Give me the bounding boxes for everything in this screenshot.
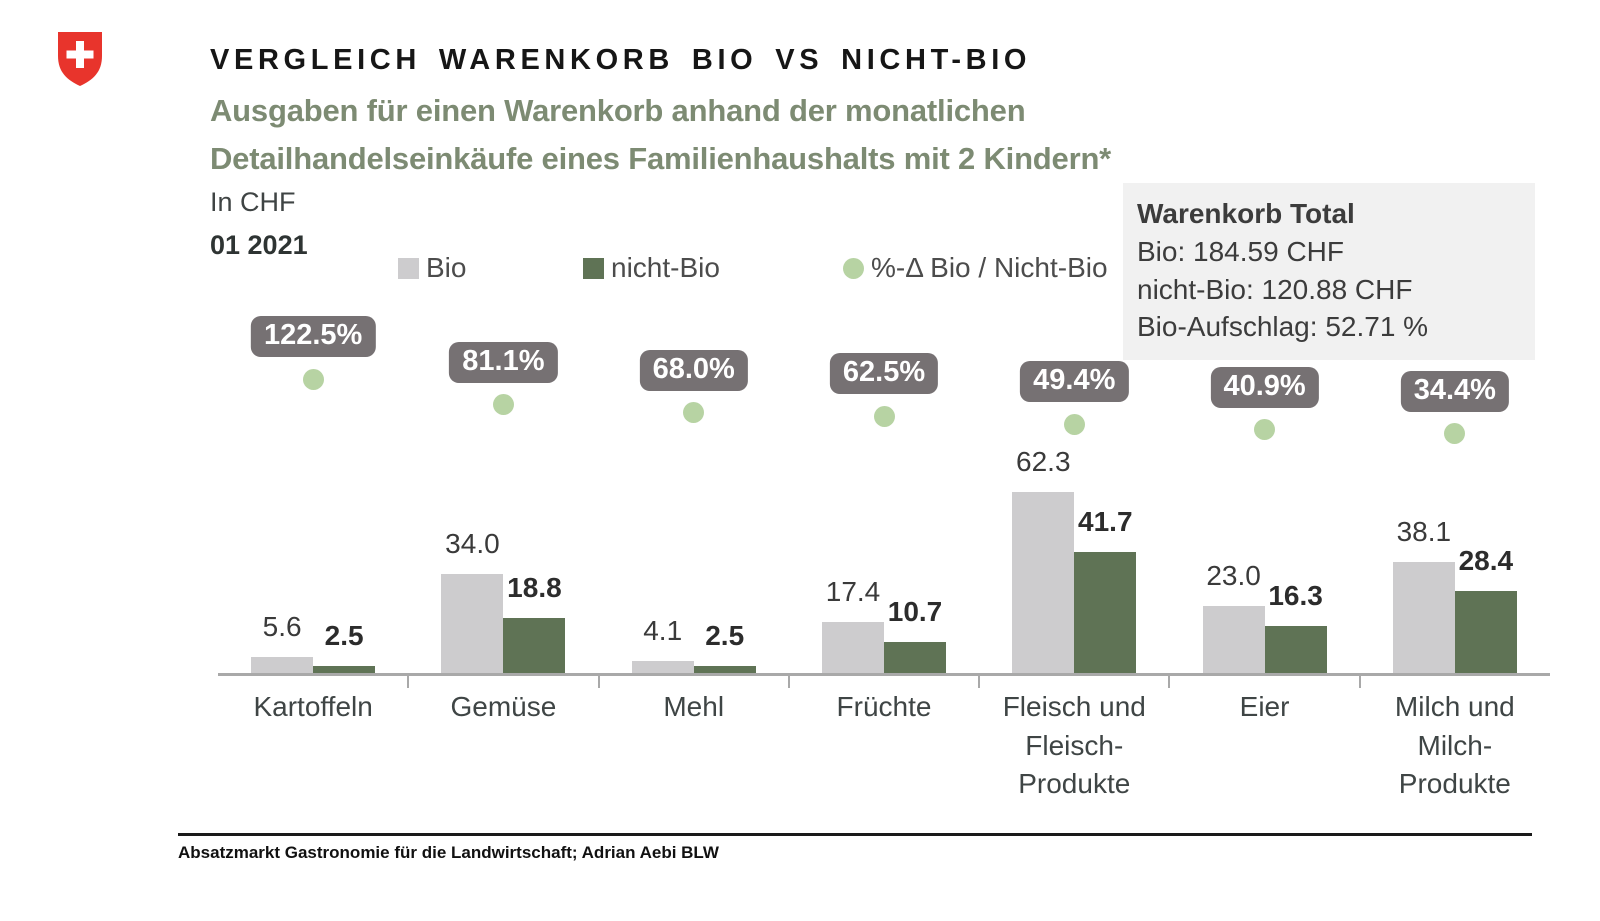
legend-nicht-bio-label: nicht-Bio xyxy=(611,252,720,283)
nicht-bio-bar xyxy=(503,618,566,673)
header: VERGLEICH WARENKORB BIO VS NICHT-BIO Aus… xyxy=(210,44,1310,261)
category-label: Kartoffeln xyxy=(253,691,373,722)
legend-item-nicht-bio: nicht-Bio xyxy=(583,252,720,284)
bio-swatch-icon xyxy=(398,257,419,279)
legend-bio-label: Bio xyxy=(426,252,467,283)
nicht-bio-value-label: 10.7 xyxy=(887,595,943,627)
nicht-bio-swatch-icon xyxy=(583,257,604,279)
bio-value-label: 38.1 xyxy=(1396,516,1452,548)
bio-value-label: 5.6 xyxy=(262,610,302,642)
axis-tick xyxy=(597,673,600,688)
category-label: Eier xyxy=(1239,691,1290,722)
subtitle-line-1: Ausgaben für einen Warenkorb anhand der … xyxy=(210,93,1026,128)
nicht-bio-value-label: 18.8 xyxy=(507,572,562,604)
legend-delta-label: %-Δ Bio / Nicht-Bio xyxy=(871,252,1108,283)
nicht-bio-bar xyxy=(313,665,376,673)
delta-percent-badge: 68.0% xyxy=(639,349,748,391)
unit-label: In CHF xyxy=(210,187,296,218)
category-label: Mehl xyxy=(663,691,725,722)
nicht-bio-bar xyxy=(1454,590,1517,673)
footer-divider xyxy=(178,833,1532,836)
delta-percent-badge: 81.1% xyxy=(449,341,558,383)
chart-legend: Bio nicht-Bio %-Δ Bio / Nicht-Bio xyxy=(0,252,1120,292)
bio-value-label: 4.1 xyxy=(643,615,683,647)
delta-dot-marker xyxy=(1254,419,1276,441)
delta-dot-marker xyxy=(873,405,895,427)
delta-dot-swatch-icon xyxy=(843,257,864,279)
axis-tick xyxy=(407,673,410,688)
delta-percent-badge: 122.5% xyxy=(250,316,376,358)
summary-box-title: Warenkorb Total xyxy=(1137,198,1355,229)
axis-tick xyxy=(978,673,981,688)
chart-area: 5.6 2.5 122.5% Kartoffeln 34.0 18.8 81.1% Gemüs… xyxy=(218,300,1550,799)
nicht-bio-value-label: 16.3 xyxy=(1268,579,1323,611)
delta-dot-marker xyxy=(492,394,514,416)
delta-dot-marker xyxy=(1444,423,1466,445)
nicht-bio-bar xyxy=(1264,625,1327,673)
delta-dot-marker xyxy=(302,368,324,390)
bio-bar xyxy=(441,574,504,673)
delta-percent-badge: 62.5% xyxy=(829,353,939,395)
bio-value-label: 34.0 xyxy=(445,528,500,560)
summary-nicht-bio-total: nicht-Bio: 120.88 CHF xyxy=(1137,273,1413,305)
axis-tick xyxy=(1358,673,1361,688)
swiss-cross-logo-icon xyxy=(58,32,102,86)
nicht-bio-value-label: 2.5 xyxy=(324,619,364,651)
legend-item-bio: Bio xyxy=(398,252,466,284)
period-label: 01 2021 xyxy=(210,230,308,261)
category-label: Gemüse xyxy=(450,691,557,722)
delta-dot-marker xyxy=(683,402,705,424)
nicht-bio-bar xyxy=(884,641,946,673)
bio-bar xyxy=(1202,606,1265,673)
axis-tick xyxy=(1168,673,1171,688)
nicht-bio-value-label: 2.5 xyxy=(705,619,745,651)
bio-bar xyxy=(1012,492,1075,673)
bio-value-label: 23.0 xyxy=(1206,560,1261,592)
bio-value-label: 62.3 xyxy=(1016,446,1071,477)
delta-percent-badge: 49.4% xyxy=(1020,361,1129,403)
summary-bio-total: Bio: 184.59 CHF xyxy=(1137,235,1344,267)
nicht-bio-bar xyxy=(1074,551,1137,673)
bio-bar xyxy=(822,622,884,673)
warenkorb-total-box: Warenkorb Total Bio: 184.59 CHF nicht-Bi… xyxy=(1123,183,1535,361)
category-label: Fleisch und Fleisch- Produkte xyxy=(1002,691,1146,800)
summary-bio-aufschlag: Bio-Aufschlag: 52.71 % xyxy=(1137,311,1429,343)
nicht-bio-bar xyxy=(693,665,756,673)
page-title: VERGLEICH WARENKORB BIO VS NICHT-BIO xyxy=(210,44,1032,76)
bio-bar xyxy=(631,661,694,673)
bio-value-label: 17.4 xyxy=(825,576,881,608)
legend-item-delta: %-Δ Bio / Nicht-Bio xyxy=(843,252,1108,284)
axis-tick xyxy=(787,673,790,688)
nicht-bio-value-label: 28.4 xyxy=(1458,544,1514,576)
category-label: Milch und Milch- Produkte xyxy=(1394,691,1515,800)
nicht-bio-value-label: 41.7 xyxy=(1078,505,1133,537)
bio-bar xyxy=(251,656,314,673)
bio-bar xyxy=(1392,562,1455,673)
subtitle-line-2: Detailhandelseinkäufe eines Familienhaus… xyxy=(210,141,1112,177)
delta-dot-marker xyxy=(1063,413,1085,435)
delta-percent-badge: 34.4% xyxy=(1400,370,1509,412)
delta-percent-badge: 40.9% xyxy=(1210,366,1319,408)
category-label: Früchte xyxy=(836,691,932,722)
x-axis-line xyxy=(218,673,1550,676)
source-attribution: Absatzmarkt Gastronomie für die Landwirt… xyxy=(178,843,719,862)
